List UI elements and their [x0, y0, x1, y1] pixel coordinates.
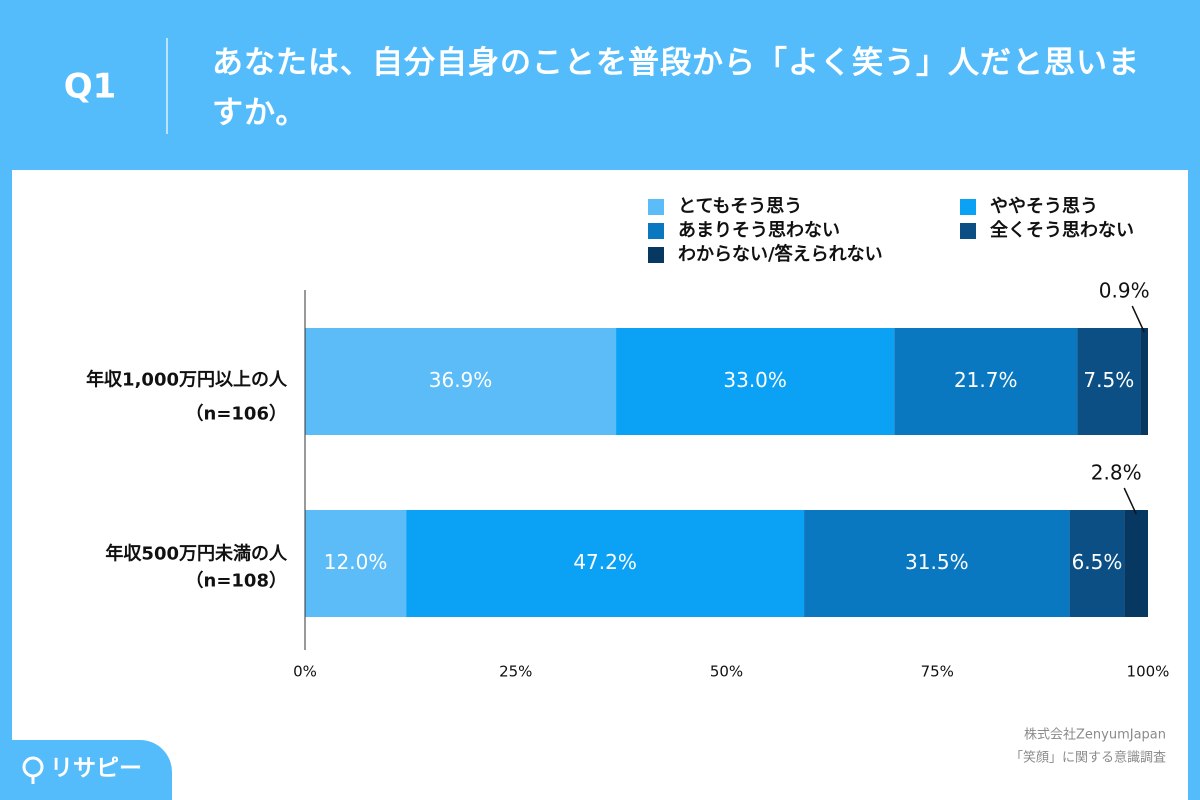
value-label: 47.2%	[573, 550, 637, 574]
value-label: 36.9%	[429, 368, 493, 392]
value-label: 0.9%	[1099, 279, 1150, 303]
sample-size: （n=108）	[186, 571, 287, 592]
logo-badge	[0, 740, 172, 800]
leader-line	[1123, 487, 1137, 515]
sample-size: （n=106）	[186, 404, 287, 425]
legend-label: あまりそう思わない	[678, 220, 840, 241]
bar-segment	[1124, 510, 1148, 617]
category-label: 年収500万円未満の人	[105, 543, 288, 565]
x-tick-label: 50%	[710, 663, 743, 681]
legend-swatch	[648, 199, 664, 215]
category-label: 年収1,000万円以上の人	[86, 369, 288, 391]
bar-segment	[616, 328, 895, 435]
value-label: 21.7%	[954, 368, 1018, 392]
bar-segment	[1077, 328, 1141, 435]
value-label: 31.5%	[905, 550, 969, 574]
legend-label: 全くそう思わない	[990, 219, 1134, 241]
legend-swatch	[648, 247, 664, 263]
bar-segment	[894, 328, 1078, 435]
leader-line	[1131, 305, 1145, 333]
panel	[12, 170, 1188, 800]
x-tick-label: 0%	[293, 663, 317, 681]
source: 「笑顔」に関する意識調査	[1010, 750, 1166, 766]
value-label: 12.0%	[324, 550, 388, 574]
value-label: 2.8%	[1091, 461, 1142, 485]
question: あなたは、自分自身のことを普段から「よく笑う」人だと思いますか。	[212, 45, 1140, 131]
bar-segment	[804, 510, 1070, 617]
x-tick-label: 25%	[499, 663, 532, 681]
source: 株式会社ZenyumJapan	[1024, 728, 1166, 743]
legend-label: わからない/答えられない	[678, 243, 883, 265]
value-label: 7.5%	[1083, 368, 1134, 392]
legend-label: とてもそう思う	[678, 196, 802, 217]
x-tick-label: 75%	[921, 663, 954, 681]
logo: リサピー	[50, 756, 142, 782]
bar-segment	[1069, 510, 1125, 617]
bar-segment	[406, 510, 805, 617]
legend-label: ややそう思う	[990, 196, 1098, 217]
legend-swatch	[960, 199, 976, 215]
question-label: Q1	[64, 67, 117, 107]
x-tick-label: 100%	[1127, 663, 1170, 681]
value-label: 33.0%	[723, 368, 787, 392]
bar-segment	[305, 510, 407, 617]
bar-segment	[1140, 328, 1148, 435]
value-label: 6.5%	[1072, 550, 1123, 574]
bar-segment	[305, 328, 617, 435]
legend-swatch	[960, 223, 976, 239]
legend-swatch	[648, 223, 664, 239]
